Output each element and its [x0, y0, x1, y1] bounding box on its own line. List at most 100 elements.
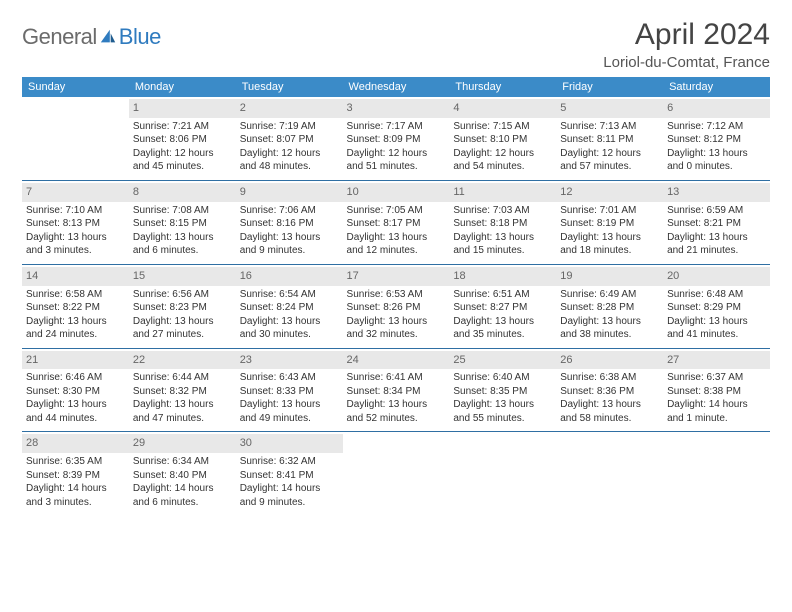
sunset-text: Sunset: 8:23 PM — [133, 301, 232, 315]
sunset-text: Sunset: 8:27 PM — [453, 301, 552, 315]
day-number: 28 — [22, 434, 129, 453]
daylight-text: Daylight: 13 hours and 44 minutes. — [26, 398, 125, 425]
calendar-cell: 27Sunrise: 6:37 AMSunset: 8:38 PMDayligh… — [663, 348, 770, 432]
sunset-text: Sunset: 8:11 PM — [560, 133, 659, 147]
daylight-text: Daylight: 13 hours and 18 minutes. — [560, 231, 659, 258]
day-number: 26 — [556, 351, 663, 370]
calendar-cell: 28Sunrise: 6:35 AMSunset: 8:39 PMDayligh… — [22, 432, 129, 515]
daylight-text: Daylight: 13 hours and 12 minutes. — [347, 231, 446, 258]
daylight-text: Daylight: 13 hours and 3 minutes. — [26, 231, 125, 258]
daylight-text: Daylight: 13 hours and 6 minutes. — [133, 231, 232, 258]
daylight-text: Daylight: 13 hours and 35 minutes. — [453, 315, 552, 342]
calendar-cell: 17Sunrise: 6:53 AMSunset: 8:26 PMDayligh… — [343, 264, 450, 348]
sunset-text: Sunset: 8:09 PM — [347, 133, 446, 147]
sunset-text: Sunset: 8:36 PM — [560, 385, 659, 399]
day-number: 20 — [663, 267, 770, 286]
calendar-cell: 26Sunrise: 6:38 AMSunset: 8:36 PMDayligh… — [556, 348, 663, 432]
daylight-text: Daylight: 12 hours and 54 minutes. — [453, 147, 552, 174]
day-number: 13 — [663, 183, 770, 202]
sunset-text: Sunset: 8:38 PM — [667, 385, 766, 399]
sunrise-text: Sunrise: 6:34 AM — [133, 455, 232, 469]
day-number: 5 — [556, 99, 663, 118]
day-number: 27 — [663, 351, 770, 370]
daylight-text: Daylight: 12 hours and 48 minutes. — [240, 147, 339, 174]
day-number: 25 — [449, 351, 556, 370]
sunset-text: Sunset: 8:29 PM — [667, 301, 766, 315]
daylight-text: Daylight: 13 hours and 32 minutes. — [347, 315, 446, 342]
sunset-text: Sunset: 8:28 PM — [560, 301, 659, 315]
daylight-text: Daylight: 13 hours and 15 minutes. — [453, 231, 552, 258]
logo: General Blue — [22, 18, 161, 50]
daylight-text: Daylight: 13 hours and 9 minutes. — [240, 231, 339, 258]
sunrise-text: Sunrise: 6:51 AM — [453, 288, 552, 302]
sunrise-text: Sunrise: 7:19 AM — [240, 120, 339, 134]
day-number: 19 — [556, 267, 663, 286]
sunrise-text: Sunrise: 6:37 AM — [667, 371, 766, 385]
sunset-text: Sunset: 8:24 PM — [240, 301, 339, 315]
calendar-cell — [343, 432, 450, 515]
daylight-text: Daylight: 13 hours and 49 minutes. — [240, 398, 339, 425]
sunrise-text: Sunrise: 7:15 AM — [453, 120, 552, 134]
sunrise-text: Sunrise: 6:56 AM — [133, 288, 232, 302]
calendar-week-row: 14Sunrise: 6:58 AMSunset: 8:22 PMDayligh… — [22, 264, 770, 348]
sunset-text: Sunset: 8:18 PM — [453, 217, 552, 231]
sunset-text: Sunset: 8:35 PM — [453, 385, 552, 399]
calendar-cell: 3Sunrise: 7:17 AMSunset: 8:09 PMDaylight… — [343, 97, 450, 180]
calendar-cell: 18Sunrise: 6:51 AMSunset: 8:27 PMDayligh… — [449, 264, 556, 348]
sunrise-text: Sunrise: 6:49 AM — [560, 288, 659, 302]
daylight-text: Daylight: 13 hours and 41 minutes. — [667, 315, 766, 342]
sunset-text: Sunset: 8:22 PM — [26, 301, 125, 315]
calendar-cell: 11Sunrise: 7:03 AMSunset: 8:18 PMDayligh… — [449, 180, 556, 264]
calendar-cell: 6Sunrise: 7:12 AMSunset: 8:12 PMDaylight… — [663, 97, 770, 180]
weekday-header: Thursday — [449, 77, 556, 97]
day-number: 24 — [343, 351, 450, 370]
calendar-cell: 5Sunrise: 7:13 AMSunset: 8:11 PMDaylight… — [556, 97, 663, 180]
sunrise-text: Sunrise: 7:01 AM — [560, 204, 659, 218]
day-number: 2 — [236, 99, 343, 118]
daylight-text: Daylight: 13 hours and 30 minutes. — [240, 315, 339, 342]
day-number: 23 — [236, 351, 343, 370]
calendar-cell: 9Sunrise: 7:06 AMSunset: 8:16 PMDaylight… — [236, 180, 343, 264]
sunrise-text: Sunrise: 6:54 AM — [240, 288, 339, 302]
calendar-cell: 16Sunrise: 6:54 AMSunset: 8:24 PMDayligh… — [236, 264, 343, 348]
day-number: 6 — [663, 99, 770, 118]
calendar-cell: 20Sunrise: 6:48 AMSunset: 8:29 PMDayligh… — [663, 264, 770, 348]
sunset-text: Sunset: 8:40 PM — [133, 469, 232, 483]
daylight-text: Daylight: 13 hours and 24 minutes. — [26, 315, 125, 342]
calendar-cell — [22, 97, 129, 180]
daylight-text: Daylight: 14 hours and 3 minutes. — [26, 482, 125, 509]
sunrise-text: Sunrise: 7:12 AM — [667, 120, 766, 134]
day-number: 29 — [129, 434, 236, 453]
sunset-text: Sunset: 8:33 PM — [240, 385, 339, 399]
daylight-text: Daylight: 13 hours and 47 minutes. — [133, 398, 232, 425]
calendar-cell: 21Sunrise: 6:46 AMSunset: 8:30 PMDayligh… — [22, 348, 129, 432]
day-number: 10 — [343, 183, 450, 202]
daylight-text: Daylight: 14 hours and 1 minute. — [667, 398, 766, 425]
day-number: 14 — [22, 267, 129, 286]
calendar-cell — [663, 432, 770, 515]
calendar-cell: 15Sunrise: 6:56 AMSunset: 8:23 PMDayligh… — [129, 264, 236, 348]
day-number: 21 — [22, 351, 129, 370]
sunset-text: Sunset: 8:34 PM — [347, 385, 446, 399]
day-number: 15 — [129, 267, 236, 286]
weekday-header: Sunday — [22, 77, 129, 97]
daylight-text: Daylight: 13 hours and 38 minutes. — [560, 315, 659, 342]
weekday-header-row: Sunday Monday Tuesday Wednesday Thursday… — [22, 77, 770, 97]
day-number: 17 — [343, 267, 450, 286]
calendar-cell: 8Sunrise: 7:08 AMSunset: 8:15 PMDaylight… — [129, 180, 236, 264]
sunset-text: Sunset: 8:30 PM — [26, 385, 125, 399]
calendar-cell: 13Sunrise: 6:59 AMSunset: 8:21 PMDayligh… — [663, 180, 770, 264]
sunrise-text: Sunrise: 7:05 AM — [347, 204, 446, 218]
sunset-text: Sunset: 8:41 PM — [240, 469, 339, 483]
page-title: April 2024 — [603, 18, 770, 52]
sail-icon — [99, 28, 117, 46]
sunset-text: Sunset: 8:07 PM — [240, 133, 339, 147]
sunset-text: Sunset: 8:26 PM — [347, 301, 446, 315]
calendar-week-row: 21Sunrise: 6:46 AMSunset: 8:30 PMDayligh… — [22, 348, 770, 432]
day-number: 30 — [236, 434, 343, 453]
day-number: 3 — [343, 99, 450, 118]
calendar-cell: 7Sunrise: 7:10 AMSunset: 8:13 PMDaylight… — [22, 180, 129, 264]
weekday-header: Monday — [129, 77, 236, 97]
sunrise-text: Sunrise: 6:32 AM — [240, 455, 339, 469]
sunset-text: Sunset: 8:39 PM — [26, 469, 125, 483]
